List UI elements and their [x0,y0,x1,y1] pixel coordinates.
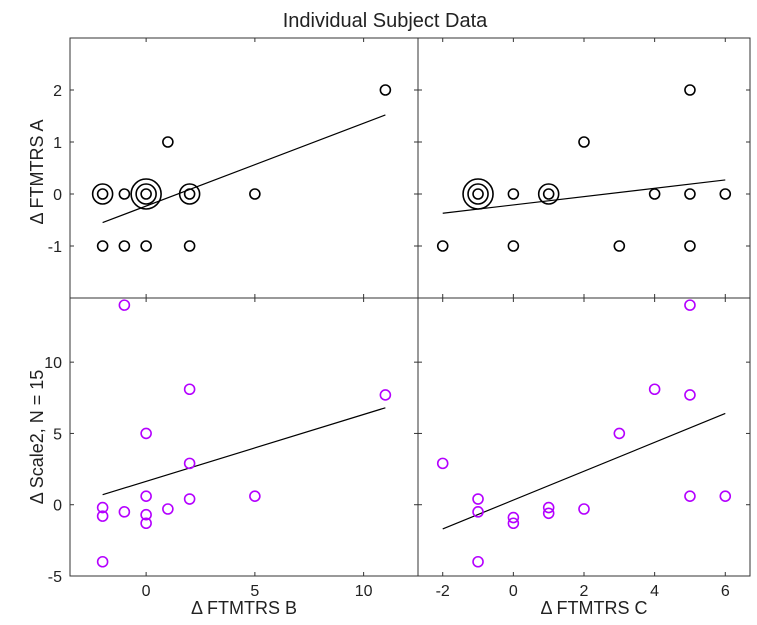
data-point [472,188,484,200]
data-point [178,183,201,205]
axes-frame [69,297,419,577]
data-point [507,240,520,252]
data-point [135,183,157,205]
axes-frame [417,297,751,577]
panel-bottom-left: 0 5 10 -5 0 5 10 [44,297,419,600]
data-point [140,188,152,200]
data-point [542,507,555,520]
data-point [684,389,696,401]
fit-line [102,114,386,224]
data-point [162,136,174,148]
data-point [183,188,196,200]
data-point [183,383,196,396]
x-tick-label: 0 [142,583,151,600]
data-point [96,240,109,252]
x-tick-label: 5 [250,583,259,600]
data-point [183,240,196,252]
x-tick-label: 2 [580,583,589,600]
data-point [507,517,520,530]
data-point [96,510,109,522]
data-point [436,240,449,252]
data-point [542,188,555,200]
data-point [684,240,696,252]
panel-top-left: -1 0 1 2 [48,37,419,299]
data-point [472,555,484,568]
y-axis-label-top: Δ FTMTRS A [27,119,47,224]
chart-title: Individual Subject Data [283,10,488,32]
y-tick-label: 5 [53,426,62,443]
data-point [118,240,131,252]
panel-top-right [417,37,751,299]
data-point [719,188,732,200]
x-axis-label-right: Δ FTMTRS C [540,598,647,618]
data-point [249,188,261,200]
data-point [507,511,520,524]
fit-line [442,179,726,214]
data-point [118,188,131,200]
data-point [719,490,732,502]
data-point [537,183,560,205]
data-point [96,188,109,200]
data-point [379,84,392,96]
data-point [684,188,696,200]
data-point [140,508,152,521]
data-point [162,503,174,515]
data-point [183,457,196,470]
data-point [183,493,196,505]
data-point [472,506,484,518]
data-point [118,506,131,518]
data-point [684,84,696,96]
y-tick-label: -5 [48,569,62,586]
x-tick-label: 4 [650,583,659,600]
axes-frame [69,37,419,299]
y-tick-label: 10 [44,355,62,372]
data-point [467,183,489,205]
y-tick-label: 0 [53,498,62,515]
y-tick-label: 2 [53,83,62,100]
panel-bottom-right: -2 0 2 4 6 [417,297,751,600]
fit-line [442,412,726,530]
data-point [140,517,152,530]
data-point [472,493,484,505]
data-point [96,501,109,514]
data-point [140,240,152,252]
data-point [249,490,261,502]
data-point [684,490,696,502]
axes-frame [417,37,751,299]
data-point [507,188,520,200]
data-point [91,183,114,205]
y-tick-label: 1 [53,135,62,152]
data-point [140,490,152,502]
y-tick-label: 0 [53,187,62,204]
fit-line [102,407,386,496]
data-point [578,503,590,515]
data-point [648,383,661,396]
x-tick-label: 6 [721,583,730,600]
x-tick-label: 0 [509,583,518,600]
panels: -1 0 1 2 0 5 10 -5 0 5 10 -2 0 2 4 6 [44,37,751,600]
y-tick-label: -1 [48,239,62,256]
x-axis-label-left: Δ FTMTRS B [191,598,297,618]
data-point [130,178,162,210]
data-point [436,457,449,470]
data-point [613,240,626,252]
data-point [462,178,494,210]
x-tick-label: -2 [436,583,450,600]
data-point [613,427,626,440]
data-point [140,427,152,440]
data-point [648,188,661,200]
data-point [542,501,555,514]
data-point [578,136,590,148]
data-point [379,389,392,401]
x-tick-label: 10 [355,583,373,600]
y-axis-label-bottom: Δ Scale2, N = 15 [27,370,47,505]
data-point [118,299,131,311]
data-point [96,555,109,568]
data-point [684,299,696,311]
